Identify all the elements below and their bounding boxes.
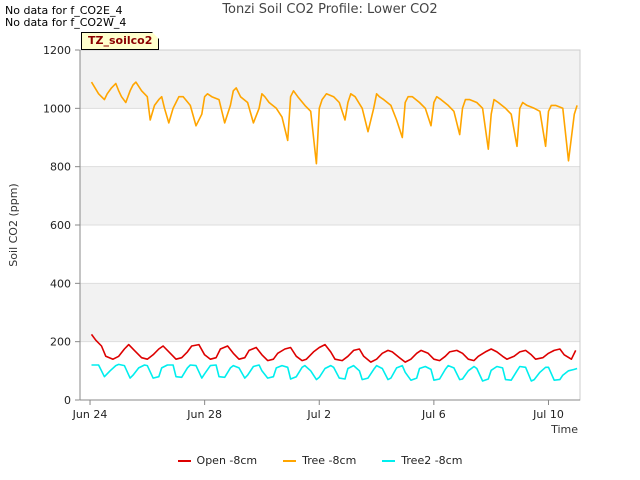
- x-tick-label: Jun 28: [186, 408, 222, 421]
- plot-band: [80, 283, 580, 342]
- site-tag: TZ_soilco2: [81, 32, 160, 50]
- x-tick-label: Jul 6: [421, 408, 446, 421]
- series-line-open-8cm: [90, 333, 577, 363]
- plot-band: [80, 50, 580, 109]
- x-tick-label: Jul 10: [532, 408, 564, 421]
- y-tick-label: 0: [64, 394, 71, 407]
- series-line-tree-8cm: [90, 81, 578, 165]
- axes: [75, 49, 581, 405]
- legend-label: Tree2 -8cm: [401, 454, 463, 467]
- y-axis-title: Soil CO2 (ppm): [7, 183, 20, 266]
- no-data-note-1: No data for f_CO2E_4: [5, 4, 123, 17]
- legend-label: Tree -8cm: [302, 454, 357, 467]
- x-axis-title: Time: [550, 423, 578, 436]
- no-data-note-2: No data for f_CO2W_4: [5, 16, 127, 29]
- series-line-tree2-8cm: [91, 363, 578, 382]
- legend-item-open-8cm: Open -8cm: [177, 454, 258, 467]
- legend-item-tree2-8cm: Tree2 -8cm: [382, 454, 462, 467]
- legend-item-tree-8cm: Tree -8cm: [283, 454, 356, 467]
- legend-swatch: [177, 459, 191, 462]
- y-tick-label: 1200: [43, 44, 71, 57]
- y-tick-label: 200: [50, 336, 71, 349]
- chart-title: Tonzi Soil CO2 Profile: Lower CO2: [222, 2, 438, 17]
- series-lines: [90, 81, 578, 382]
- y-tick-label: 400: [50, 277, 71, 290]
- y-tick-label: 600: [50, 219, 71, 232]
- legend-swatch: [382, 459, 396, 462]
- plot-band: [80, 166, 580, 225]
- axis-labels: 0 200 400 600 800 1000 1200 Jun 24 Jun 28 Jul 2 Ju…: [7, 44, 578, 436]
- chart-legend: Open -8cm Tree -8cm Tree2 -8cm: [0, 454, 640, 467]
- legend-swatch: [283, 459, 297, 462]
- plot-background-bands: [80, 50, 580, 342]
- y-tick-label: 800: [50, 161, 71, 174]
- legend-label: Open -8cm: [196, 454, 258, 467]
- x-tick-label: Jul 2: [306, 408, 331, 421]
- x-tick-label: Jun 24: [72, 408, 108, 421]
- y-tick-label: 1000: [43, 102, 71, 115]
